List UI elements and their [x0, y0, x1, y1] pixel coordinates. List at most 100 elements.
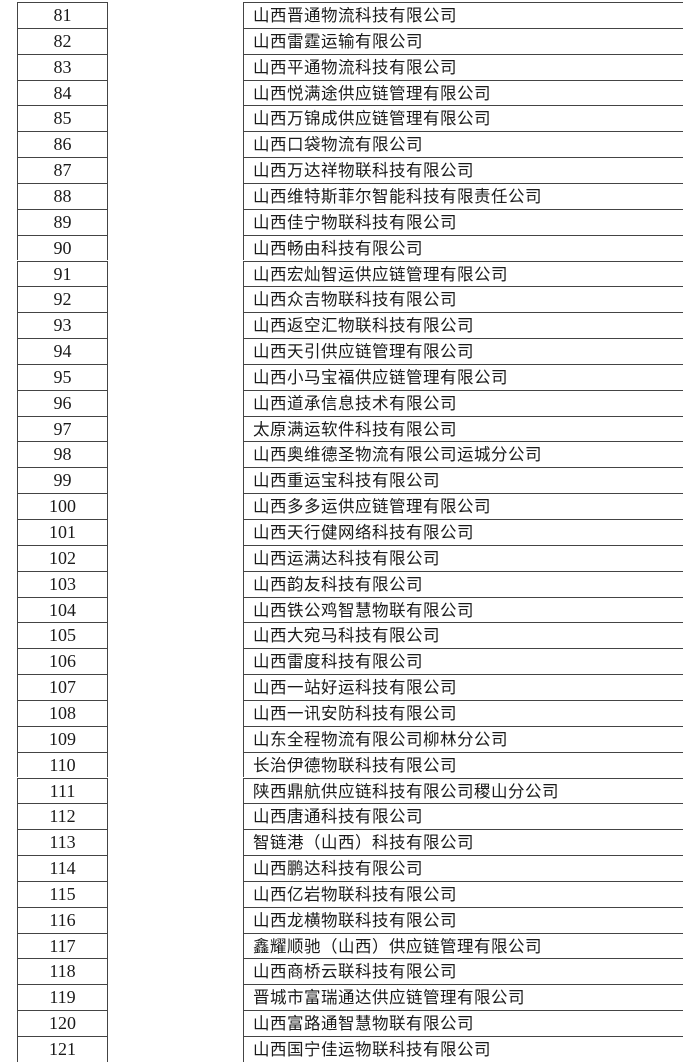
row-number: 89: [17, 208, 108, 235]
company-name: 智链港（山西）科技有限公司: [243, 829, 683, 856]
company-name: 山西众吉物联科技有限公司: [243, 286, 683, 313]
table-row: 120 山西富路通智慧物联有限公司: [17, 1010, 683, 1036]
company-name: 山西宏灿智运供应链管理有限公司: [243, 260, 683, 287]
table-row: 105 山西大宛马科技有限公司: [17, 622, 683, 649]
table-row: 84 山西悦满途供应链管理有限公司: [17, 79, 683, 106]
row-number: 93: [17, 312, 108, 339]
row-number: 97: [17, 415, 108, 442]
row-number: 110: [17, 751, 108, 778]
company-name: 鑫耀顺驰（山西）供应链管理有限公司: [243, 932, 683, 959]
row-number: 99: [17, 467, 108, 494]
table-row: 89 山西佳宁物联科技有限公司: [17, 208, 683, 235]
row-number: 83: [17, 53, 108, 80]
table-row: 109 山东全程物流有限公司柳林分公司: [17, 725, 683, 752]
table-row: 119 晋城市富瑞通达供应链管理有限公司: [17, 984, 683, 1011]
row-number: 111: [17, 777, 108, 804]
company-name: 山西佳宁物联科技有限公司: [243, 208, 683, 235]
company-name: 山东全程物流有限公司柳林分公司: [243, 725, 683, 752]
table-row: 117 鑫耀顺驰（山西）供应链管理有限公司: [17, 932, 683, 959]
company-name: 山西亿岩物联科技有限公司: [243, 880, 683, 907]
row-number: 88: [17, 182, 108, 209]
table-row: 114 山西鹏达科技有限公司: [17, 855, 683, 881]
company-name: 山西一站好运科技有限公司: [243, 674, 683, 700]
company-name: 山西韵友科技有限公司: [243, 570, 683, 597]
table-row: 92 山西众吉物联科技有限公司: [17, 286, 683, 313]
company-name: 山西畅由科技有限公司: [243, 234, 683, 261]
table-row: 81 山西晋通物流科技有限公司: [17, 2, 683, 28]
company-name: 长治伊德物联科技有限公司: [243, 751, 683, 778]
company-name: 山西小马宝福供应链管理有限公司: [243, 363, 683, 390]
row-number: 86: [17, 131, 108, 158]
company-name: 山西商桥云联科技有限公司: [243, 958, 683, 985]
company-name: 山西万锦成供应链管理有限公司: [243, 105, 683, 132]
table-row: 90 山西畅由科技有限公司: [17, 234, 683, 261]
table-row: 106 山西雷度科技有限公司: [17, 648, 683, 675]
table-row: 103 山西韵友科技有限公司: [17, 570, 683, 597]
row-number: 103: [17, 570, 108, 597]
table-row: 104 山西铁公鸡智慧物联有限公司: [17, 596, 683, 623]
table-row: 98 山西奥维德圣物流有限公司运城分公司: [17, 441, 683, 468]
table-row: 85 山西万锦成供应链管理有限公司: [17, 105, 683, 132]
table-row: 121 山西国宁佳运物联科技有限公司: [17, 1036, 683, 1062]
row-number: 116: [17, 906, 108, 933]
row-number: 81: [17, 2, 108, 28]
table-row: 118 山西商桥云联科技有限公司: [17, 958, 683, 985]
row-number: 92: [17, 286, 108, 313]
table-row: 102 山西运满达科技有限公司: [17, 544, 683, 571]
row-number: 106: [17, 648, 108, 675]
company-name: 山西维特斯菲尔智能科技有限责任公司: [243, 182, 683, 209]
company-name: 山西天引供应链管理有限公司: [243, 338, 683, 364]
company-name: 山西一讯安防科技有限公司: [243, 699, 683, 726]
row-number: 96: [17, 389, 108, 416]
row-number: 105: [17, 622, 108, 649]
company-name: 山西天行健网络科技有限公司: [243, 519, 683, 545]
company-name: 山西重运宝科技有限公司: [243, 467, 683, 494]
company-name: 山西唐通科技有限公司: [243, 803, 683, 830]
table-row: 111 陕西鼎航供应链科技有限公司稷山分公司: [17, 777, 683, 804]
company-name: 山西铁公鸡智慧物联有限公司: [243, 596, 683, 623]
row-number: 91: [17, 260, 108, 287]
table-row: 93 山西返空汇物联科技有限公司: [17, 312, 683, 339]
company-name: 太原满运软件科技有限公司: [243, 415, 683, 442]
row-number: 102: [17, 544, 108, 571]
table-row: 110 长治伊德物联科技有限公司: [17, 751, 683, 778]
row-number: 94: [17, 338, 108, 364]
table-row: 113 智链港（山西）科技有限公司: [17, 829, 683, 856]
row-number: 117: [17, 932, 108, 959]
row-number: 107: [17, 674, 108, 700]
table-row: 91 山西宏灿智运供应链管理有限公司: [17, 260, 683, 287]
table-row: 100 山西多多运供应链管理有限公司: [17, 493, 683, 519]
table-row: 101 山西天行健网络科技有限公司: [17, 519, 683, 545]
table-row: 115 山西亿岩物联科技有限公司: [17, 880, 683, 907]
company-name: 山西晋通物流科技有限公司: [243, 2, 683, 28]
table-row: 112 山西唐通科技有限公司: [17, 803, 683, 830]
row-number: 98: [17, 441, 108, 468]
company-name: 山西道承信息技术有限公司: [243, 389, 683, 416]
company-name: 山西鹏达科技有限公司: [243, 855, 683, 881]
row-number: 82: [17, 27, 108, 54]
row-number: 114: [17, 855, 108, 881]
table-row: 94 山西天引供应链管理有限公司: [17, 338, 683, 364]
row-number: 101: [17, 519, 108, 545]
company-name: 山西富路通智慧物联有限公司: [243, 1010, 683, 1036]
row-number: 87: [17, 157, 108, 183]
company-name: 山西奥维德圣物流有限公司运城分公司: [243, 441, 683, 468]
company-name: 山西国宁佳运物联科技有限公司: [243, 1036, 683, 1062]
table-row: 108 山西一讯安防科技有限公司: [17, 699, 683, 726]
row-number: 85: [17, 105, 108, 132]
company-name: 山西大宛马科技有限公司: [243, 622, 683, 649]
company-name: 山西悦满途供应链管理有限公司: [243, 79, 683, 106]
row-number: 104: [17, 596, 108, 623]
row-number: 121: [17, 1036, 108, 1062]
row-number: 95: [17, 363, 108, 390]
company-name: 山西平通物流科技有限公司: [243, 53, 683, 80]
row-number: 115: [17, 880, 108, 907]
company-name: 山西多多运供应链管理有限公司: [243, 493, 683, 519]
row-number: 108: [17, 699, 108, 726]
row-number: 84: [17, 79, 108, 106]
company-name: 山西雷度科技有限公司: [243, 648, 683, 675]
table-row: 82 山西雷霆运输有限公司: [17, 27, 683, 54]
table-row: 95 山西小马宝福供应链管理有限公司: [17, 363, 683, 390]
row-number: 119: [17, 984, 108, 1011]
row-number: 112: [17, 803, 108, 830]
